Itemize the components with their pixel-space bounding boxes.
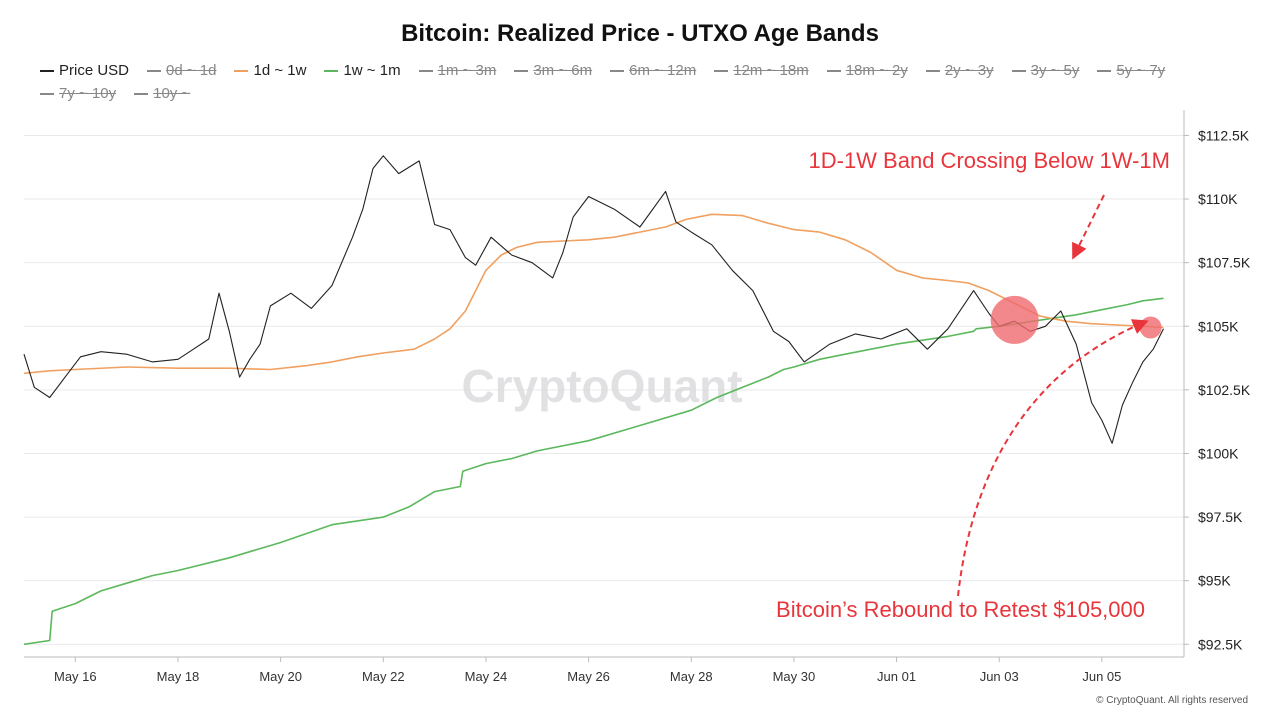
legend-swatch	[324, 69, 339, 72]
legend-item-5[interactable]: 3m ~ 6m	[514, 62, 592, 79]
legend-item-12[interactable]: 7y ~ 10y	[40, 85, 116, 102]
legend-item-2[interactable]: 1d ~ 1w	[234, 62, 306, 79]
crossing-highlight-circle	[990, 295, 1039, 344]
legend-label: Price USD	[59, 62, 130, 79]
x-tick-label: May 26	[567, 669, 610, 684]
annotation-crossing: 1D-1W Band Crossing Below 1W-1M	[809, 148, 1171, 173]
legend-swatch	[714, 69, 729, 72]
legend-label: 6m ~ 12m	[629, 62, 697, 79]
legend-swatch	[418, 69, 433, 72]
legend-item-0[interactable]: Price USD	[40, 62, 129, 79]
y-tick-label: $100K	[1198, 445, 1239, 461]
y-tick-label: $102.5K	[1198, 382, 1251, 398]
legend-swatch	[925, 69, 940, 72]
legend-label: 2y ~ 3y	[944, 62, 994, 79]
legend-label: 18m ~ 2y	[845, 62, 908, 79]
legend-label: 12m ~ 18m	[733, 62, 809, 79]
legend-item-8[interactable]: 18m ~ 2y	[826, 62, 908, 79]
x-tick-label: May 30	[773, 669, 816, 684]
retest-highlight-circle	[1139, 316, 1162, 339]
x-tick-label: May 20	[259, 669, 302, 684]
legend-item-7[interactable]: 12m ~ 18m	[714, 62, 809, 79]
chart-legend: Price USD 0d ~ 1d 1d ~ 1w 1w ~ 1m 1m ~ 3m 3m …	[40, 62, 1255, 102]
legend-item-1[interactable]: 0d ~ 1d	[147, 62, 216, 79]
x-tick-label: May 18	[157, 669, 200, 684]
legend-swatch	[826, 69, 841, 72]
legend-swatch	[234, 69, 249, 72]
legend-item-10[interactable]: 3y ~ 5y	[1011, 62, 1080, 79]
legend-swatch	[134, 92, 149, 95]
legend-label: 3m ~ 6m	[533, 62, 593, 79]
arrow-crossing	[1072, 194, 1105, 260]
legend-swatch	[610, 69, 625, 72]
y-tick-label: $110K	[1198, 191, 1238, 207]
y-tick-label: $112.5K	[1198, 127, 1250, 143]
series-line-1	[23, 213, 1164, 375]
x-tick-label: May 28	[670, 669, 713, 684]
legend-item-11[interactable]: 5y ~ 7y	[1097, 62, 1165, 79]
legend-label: 1w ~ 1m	[343, 62, 401, 79]
legend-swatch	[1097, 69, 1112, 72]
y-tick-label: $92.5K	[1198, 636, 1243, 652]
x-tick-label: May 16	[54, 669, 97, 684]
legend-item-3[interactable]: 1w ~ 1m	[324, 62, 401, 79]
chart-title: Bitcoin: Realized Price - UTXO Age Bands	[401, 20, 879, 47]
x-tick-label: May 22	[362, 669, 405, 684]
y-tick-label: $107.5K	[1198, 255, 1251, 271]
x-tick-label: Jun 01	[877, 669, 916, 684]
legend-swatch	[1011, 69, 1026, 72]
arrow-retest	[957, 319, 1149, 597]
x-tick-label: May 24	[465, 669, 508, 684]
legend-label: 3y ~ 5y	[1030, 62, 1080, 79]
legend-swatch	[147, 69, 162, 72]
legend-label: 1m ~ 3m	[437, 62, 497, 79]
legend-item-13[interactable]: 10y ~	[134, 85, 190, 102]
x-tick-label: Jun 05	[1082, 669, 1121, 684]
legend-item-9[interactable]: 2y ~ 3y	[925, 62, 994, 79]
legend-label: 5y ~ 7y	[1116, 62, 1166, 79]
legend-item-6[interactable]: 6m ~ 12m	[610, 62, 696, 79]
x-tick-label: Jun 03	[980, 669, 1019, 684]
legend-label: 7y ~ 10y	[59, 85, 117, 102]
legend-swatch	[40, 69, 54, 72]
legend-label: 1d ~ 1w	[253, 62, 307, 79]
legend-label: 10y ~	[153, 85, 191, 102]
legend-swatch	[514, 69, 529, 72]
legend-item-4[interactable]: 1m ~ 3m	[418, 62, 497, 79]
legend-label: 0d ~ 1d	[166, 62, 217, 79]
y-tick-label: $97.5K	[1198, 509, 1243, 525]
copyright-footer: © CryptoQuant. All rights reserved	[1096, 695, 1248, 706]
legend-swatch	[40, 92, 54, 95]
annotation-retest: Bitcoin’s Rebound to Retest $105,000	[776, 597, 1145, 622]
y-tick-label: $95K	[1198, 573, 1231, 589]
series-line-2	[23, 297, 1164, 646]
y-tick-label: $105K	[1198, 318, 1239, 334]
watermark-text: CryptoQuant	[461, 360, 742, 412]
